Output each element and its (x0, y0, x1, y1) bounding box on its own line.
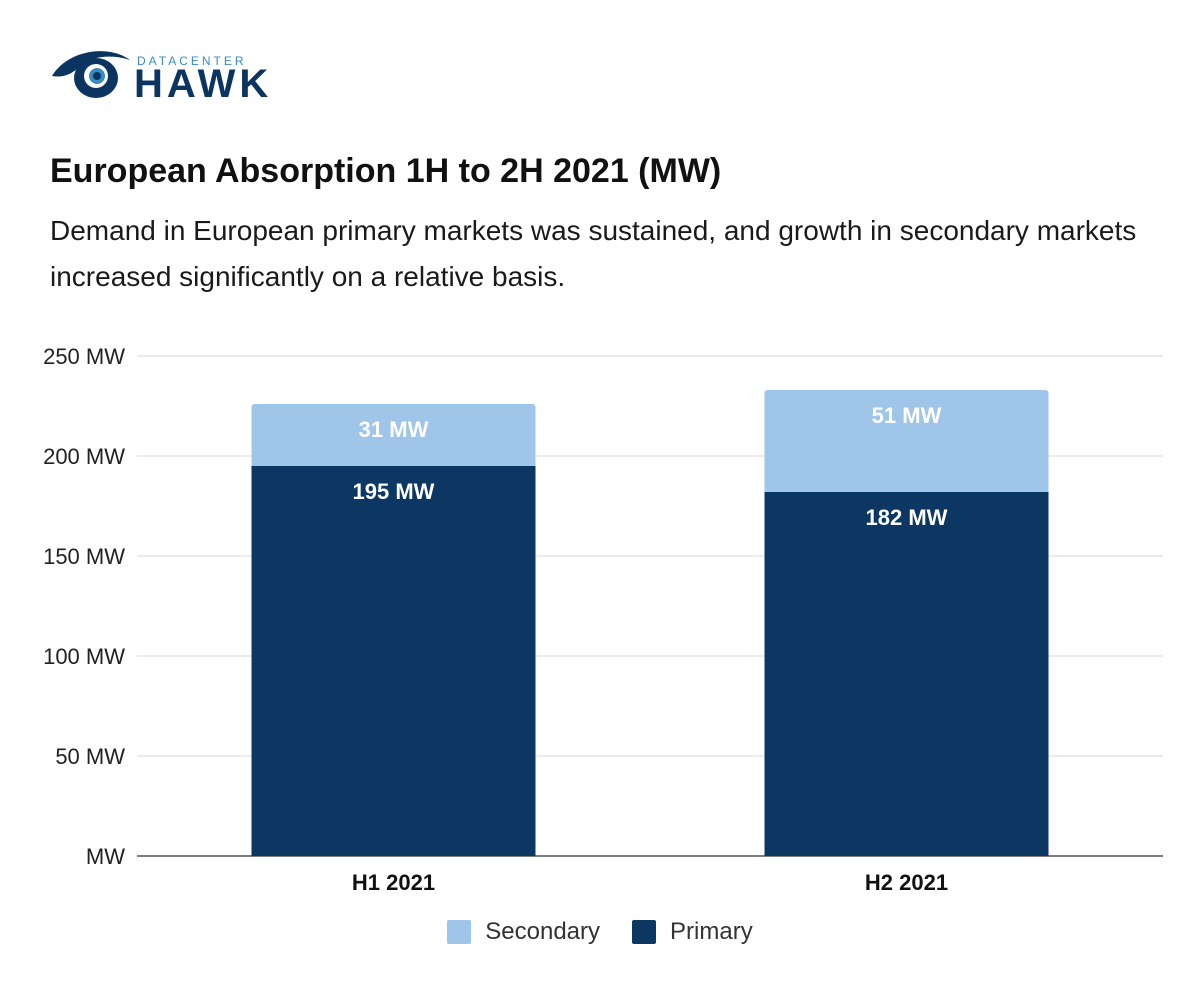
y-tick-label: 200 MW (43, 444, 125, 469)
bars: 195 MW 31 MW 182 MW 51 MW (251, 390, 1049, 856)
bar-primary (251, 466, 536, 856)
y-axis-ticks: MW 50 MW 100 MW 150 MW 200 MW 250 MW (43, 344, 125, 869)
logo: DATACENTER HAWK (50, 44, 280, 106)
legend-item-secondary: Secondary (447, 918, 600, 946)
chart-title: European Absorption 1H to 2H 2021 (MW) (50, 152, 722, 190)
y-tick-label: 100 MW (43, 644, 125, 669)
logo-small-text: DATACENTER (137, 54, 247, 68)
hawk-eye-icon (52, 51, 130, 98)
legend-label-primary: Primary (670, 918, 753, 945)
data-label-primary: 195 MW (353, 479, 435, 504)
data-label-secondary: 31 MW (359, 417, 429, 442)
bar-secondary (251, 404, 536, 466)
bar-primary (764, 492, 1049, 856)
bar-corner-fill (764, 488, 1049, 492)
bar-corner-fill (251, 462, 536, 466)
y-tick-label: 150 MW (43, 544, 125, 569)
chart-subtitle: Demand in European primary markets was s… (50, 215, 1137, 292)
data-label-primary: 182 MW (866, 505, 948, 530)
legend-swatch-secondary (447, 920, 472, 944)
logo-brand-text: HAWK (134, 62, 273, 106)
x-tick-label: H2 2021 (865, 870, 948, 895)
legend-label-secondary: Secondary (485, 918, 601, 945)
bar-secondary (764, 390, 1049, 492)
x-axis-ticks: H1 2021 H2 2021 (352, 870, 948, 895)
y-tick-label: 250 MW (43, 344, 125, 369)
legend: Secondary Primary (0, 918, 1200, 946)
legend-item-primary: Primary (632, 918, 753, 946)
data-label-secondary: 51 MW (872, 403, 942, 428)
y-tick-label: 50 MW (55, 744, 125, 769)
legend-swatch-primary (632, 920, 657, 944)
y-tick-label: MW (86, 844, 125, 869)
x-tick-label: H1 2021 (352, 870, 435, 895)
